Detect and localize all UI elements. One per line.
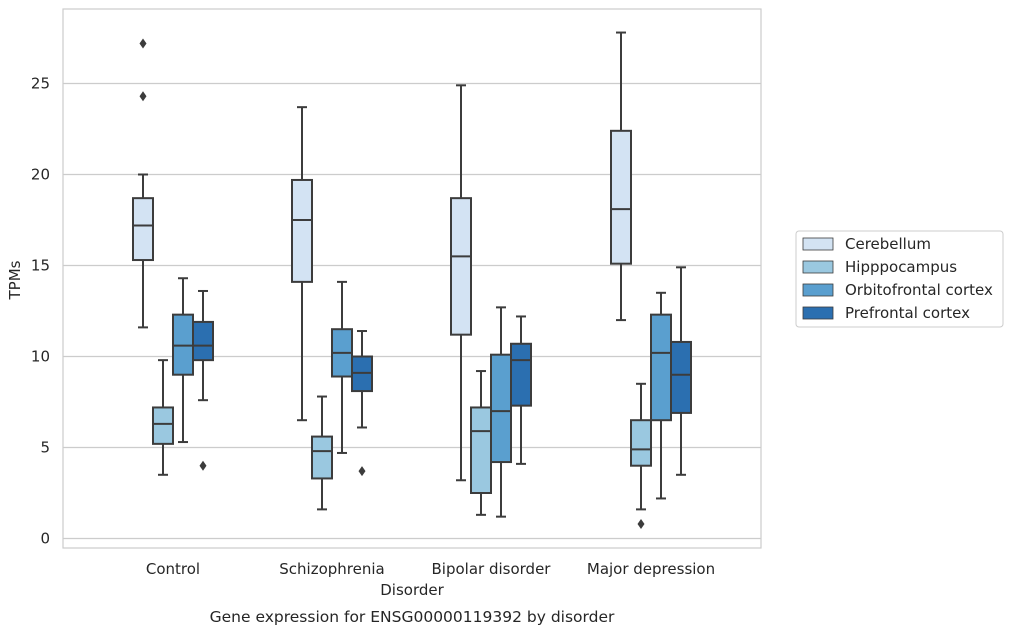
y-tick-label: 0 (40, 530, 50, 548)
outlier-point (139, 91, 147, 102)
y-axis-label: TPMs (6, 260, 24, 300)
y-tick-label: 25 (31, 75, 50, 93)
outlier-point (637, 518, 645, 529)
box-body (490, 353, 512, 464)
box-group (172, 277, 194, 444)
outlier-point (199, 460, 207, 471)
boxes (132, 31, 692, 529)
legend: Cerebellum Hipppocampus Orbitofrontal cort… (795, 230, 1004, 328)
x-tick-label: Schizophrenia (279, 560, 384, 578)
legend-label: Orbitofrontal cortex (845, 281, 993, 299)
box-body (470, 406, 492, 494)
box-group (610, 31, 632, 322)
y-tick-labels: 0 5 10 15 20 25 (31, 75, 50, 548)
box-group (630, 382, 652, 529)
outlier-point (358, 466, 366, 477)
legend-swatch (802, 306, 834, 320)
legend-label: Cerebellum (845, 235, 931, 253)
y-tick-label: 15 (31, 257, 50, 275)
box-group (650, 291, 672, 500)
box-group (450, 84, 472, 482)
box-body (670, 340, 692, 414)
x-tick-label: Control (146, 560, 200, 578)
box-group (291, 106, 313, 422)
box-group (670, 266, 692, 476)
box-body (450, 197, 472, 336)
box-body (630, 419, 652, 467)
box-group (152, 359, 174, 476)
box-group (351, 330, 373, 477)
box-body (510, 342, 532, 407)
x-tick-label: Major depression (587, 560, 715, 578)
y-tick-label: 10 (31, 348, 50, 366)
legend-label: Hipppocampus (845, 258, 957, 276)
box-body (291, 178, 313, 283)
y-tick-label: 20 (31, 166, 50, 184)
x-tick-label: Bipolar disorder (432, 560, 552, 578)
legend-swatch (802, 237, 834, 251)
box-body (610, 129, 632, 265)
x-tick-labels: Control Schizophrenia Bipolar disorder Majo… (146, 560, 715, 578)
box-group (490, 306, 512, 518)
x-axis-label: Disorder (380, 581, 444, 599)
box-body (650, 313, 672, 422)
box-group (331, 280, 353, 454)
legend-swatch (802, 260, 834, 274)
legend-swatch (802, 283, 834, 297)
legend-label: Prefrontal cortex (845, 304, 970, 322)
chart-title: Gene expression for ENSG00000119392 by d… (210, 608, 615, 626)
gridlines (63, 82, 761, 540)
box-group (311, 395, 333, 511)
box-body (192, 320, 214, 362)
y-tick-label: 5 (40, 439, 50, 457)
box-body (132, 197, 154, 262)
box-body (311, 435, 333, 480)
box-body (152, 406, 174, 445)
plot-frame (62, 8, 762, 549)
box-group (470, 370, 492, 516)
box-group (192, 289, 214, 471)
box-group (132, 38, 154, 329)
legend-frame (795, 230, 1004, 328)
outlier-point (139, 38, 147, 49)
box-group (510, 315, 532, 465)
